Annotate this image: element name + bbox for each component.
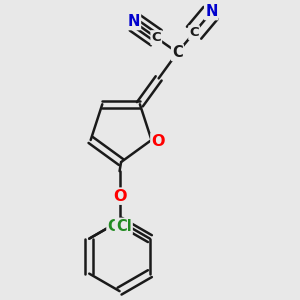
- Text: N: N: [205, 4, 218, 19]
- Text: Cl: Cl: [116, 219, 132, 234]
- Text: O: O: [113, 189, 126, 204]
- Text: C: C: [189, 26, 199, 39]
- Text: C: C: [172, 45, 183, 60]
- Text: C: C: [152, 31, 161, 44]
- Text: Cl: Cl: [107, 219, 123, 234]
- Text: N: N: [128, 14, 140, 29]
- Text: O: O: [152, 134, 165, 149]
